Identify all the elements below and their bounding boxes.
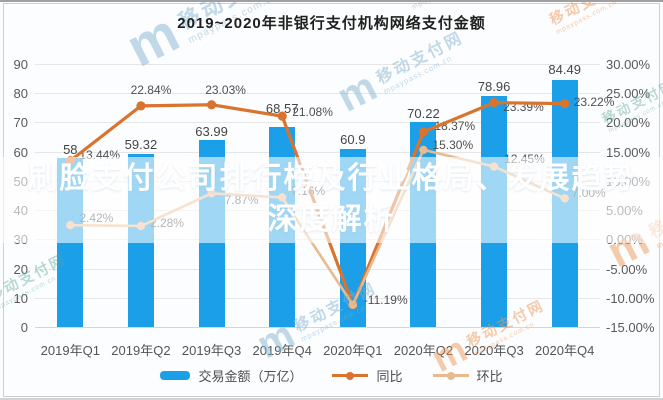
line-value-label: 23.39% [503, 99, 544, 114]
x-axis-label: 2019年Q4 [252, 343, 312, 358]
line-value-label: 18.37% [434, 118, 476, 133]
bar-value-label: 63.99 [195, 124, 228, 139]
legend-label-qoq: 环比 [476, 369, 503, 384]
y-axis-left-tick: 90 [13, 57, 28, 72]
y-axis-left-tick: 20 [13, 261, 28, 277]
y-axis-left-tick: 10 [13, 290, 28, 306]
legend-yoy-line-swatch-icon [332, 371, 369, 380]
y-axis-right-tick: -10.00% [606, 290, 655, 306]
legend-qoq-line-swatch-icon [432, 371, 469, 380]
legend-label-transaction-amount: 交易金额（万亿） [198, 369, 303, 384]
legend-item-qoq: 环比 [432, 366, 503, 385]
x-axis-label: 2019年Q1 [40, 343, 100, 358]
x-axis-label: 2020年Q3 [464, 343, 524, 358]
watermark-domain: mpaypass.com.cn [382, 53, 454, 96]
bottom-edge-divider [0, 398, 663, 400]
top-edge-divider [0, 0, 663, 2]
bar-value-label: 60.9 [340, 132, 366, 148]
bar-value-label: 59.32 [124, 136, 158, 152]
x-axis-label: 2020年Q4 [535, 343, 595, 358]
y-axis-right-tick: 20.00% [606, 115, 651, 131]
y-axis-right-tick: -15.00% [606, 320, 655, 335]
y-axis-right-tick: -5.00% [606, 261, 648, 277]
gridline [35, 327, 600, 328]
y-axis-left-tick: 60 [13, 144, 28, 160]
gridline [35, 297, 600, 299]
bar-value-label: 58 [63, 141, 78, 157]
gridline [35, 93, 600, 95]
chart-title: 2019~2020年非银行支付机构网络支付金额 [177, 15, 486, 32]
x-axis-label: 2020年Q1 [323, 343, 383, 358]
legend-bar-swatch-icon [160, 371, 191, 380]
legend: 交易金额（万亿） 同比 环比 [0, 366, 663, 385]
legend-label-yoy: 同比 [376, 369, 403, 384]
line-value-label: -11.19% [363, 292, 408, 307]
y-axis-right-tick: 25.00% [606, 86, 651, 102]
x-axis-label: 2019年Q3 [181, 343, 242, 358]
y-axis-left-tick: 80 [13, 86, 28, 102]
x-axis-label: 2020年Q2 [393, 343, 454, 358]
point-同比-2019年Q3 [206, 100, 217, 110]
x-axis-label: 2019年Q2 [111, 343, 171, 358]
headline-line2: 深度解析 [267, 203, 396, 236]
gridline [35, 122, 600, 124]
bar-value-label: 78.96 [477, 79, 511, 95]
y-axis-right-tick: 30.00% [606, 57, 651, 72]
line-value-label: 21.08% [292, 105, 333, 120]
legend-item-yoy: 同比 [332, 366, 403, 385]
gridline [35, 64, 600, 65]
y-axis-left-tick: 70 [13, 115, 28, 131]
legend-item-transaction-amount: 交易金额（万亿） [160, 366, 302, 385]
y-axis-left-tick: 0 [20, 320, 28, 335]
line-value-label: 23.03% [205, 82, 246, 97]
point-同比-2019年Q2 [136, 101, 146, 111]
line-value-label: 23.22% [573, 94, 615, 109]
line-value-label: 22.84% [130, 82, 172, 97]
bar-value-label: 84.49 [548, 62, 581, 78]
headline-line1: 刷脸支付公司排行榜及行业格局、发展趋势 [27, 162, 636, 195]
gridline [35, 268, 600, 270]
y-axis-right-tick: 15.00% [606, 144, 651, 160]
watermark-name: 移动支付网 [373, 28, 467, 88]
headline-overlay: 刷脸支付公司排行榜及行业格局、发展趋势 深度解析 [0, 158, 663, 240]
line-value-label: 15.30% [432, 137, 474, 152]
